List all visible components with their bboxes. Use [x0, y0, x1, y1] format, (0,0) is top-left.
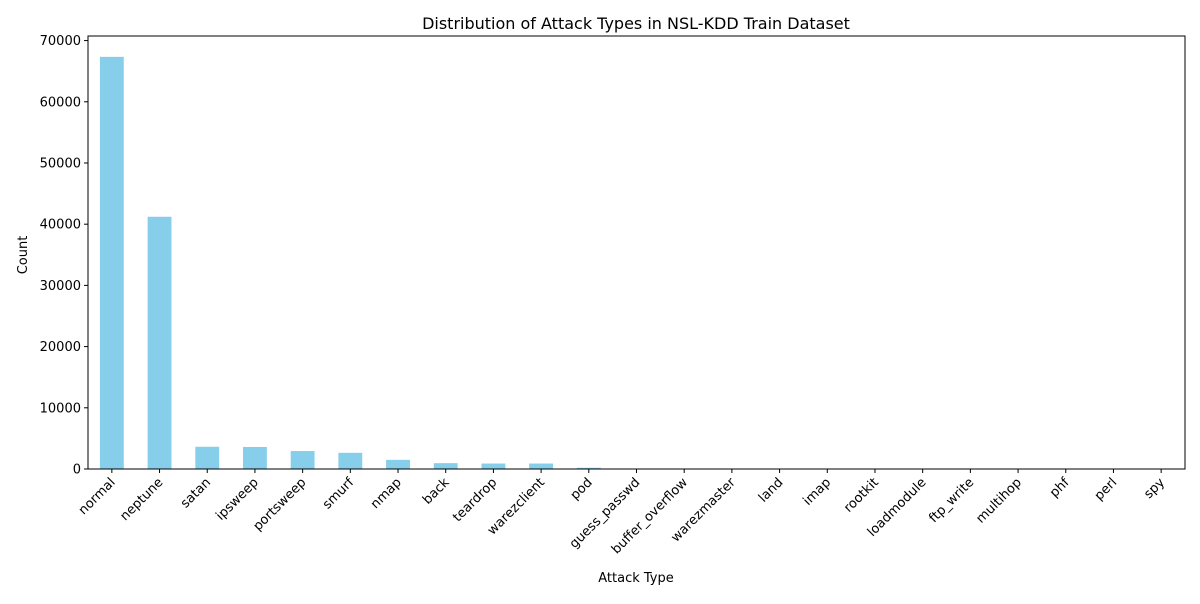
plot-frame	[88, 36, 1185, 469]
bar-back	[434, 463, 458, 469]
x-tick-label: neptune	[118, 475, 167, 524]
axes-layer	[88, 36, 1185, 469]
bar-teardrop	[481, 464, 505, 469]
x-axis-label: Attack Type	[598, 571, 674, 586]
x-tick-label: ftp_write	[926, 475, 977, 526]
x-tick-label: ipsweep	[213, 475, 261, 523]
y-tick-label: 0	[73, 463, 81, 478]
bar-neptune	[148, 217, 172, 469]
bar-normal	[100, 57, 124, 469]
y-tick-label: 10000	[40, 401, 81, 416]
y-tick-label: 50000	[40, 156, 81, 171]
bars-layer	[100, 57, 1173, 469]
x-tick-label: back	[420, 475, 453, 508]
bar-warezclient	[529, 464, 553, 469]
x-tick-label: pod	[568, 475, 596, 503]
x-tick-label: normal	[76, 475, 119, 518]
y-tick-label: 60000	[40, 95, 81, 110]
x-tick-label: imap	[801, 475, 835, 509]
x-tick-label: rootkit	[841, 475, 882, 516]
y-axis-ticks: 0 10000 20000 30000 40000 50000 60000 70000	[40, 34, 88, 477]
y-axis-label: Count	[16, 236, 31, 275]
y-tick-label: 20000	[40, 340, 81, 355]
x-tick-label: multihop	[974, 475, 1025, 526]
y-tick-label: 40000	[40, 218, 81, 233]
x-tick-label: spy	[1141, 475, 1168, 502]
x-tick-label: land	[756, 475, 786, 505]
bar-satan	[195, 447, 219, 469]
chart-title: Distribution of Attack Types in NSL-KDD …	[422, 14, 850, 33]
x-tick-label: teardrop	[450, 475, 500, 525]
y-tick-label: 30000	[40, 279, 81, 294]
bar-nmap	[386, 460, 410, 469]
x-tick-label: perl	[1092, 475, 1120, 503]
bar-ipsweep	[243, 447, 267, 469]
x-tick-label: phf	[1047, 475, 1073, 501]
x-tick-label: nmap	[368, 475, 405, 512]
x-tick-label: smurf	[320, 475, 357, 512]
x-tick-label: satan	[178, 475, 214, 511]
bar-smurf	[338, 453, 362, 469]
y-tick-label: 70000	[40, 34, 81, 49]
bar-portsweep	[291, 451, 315, 469]
